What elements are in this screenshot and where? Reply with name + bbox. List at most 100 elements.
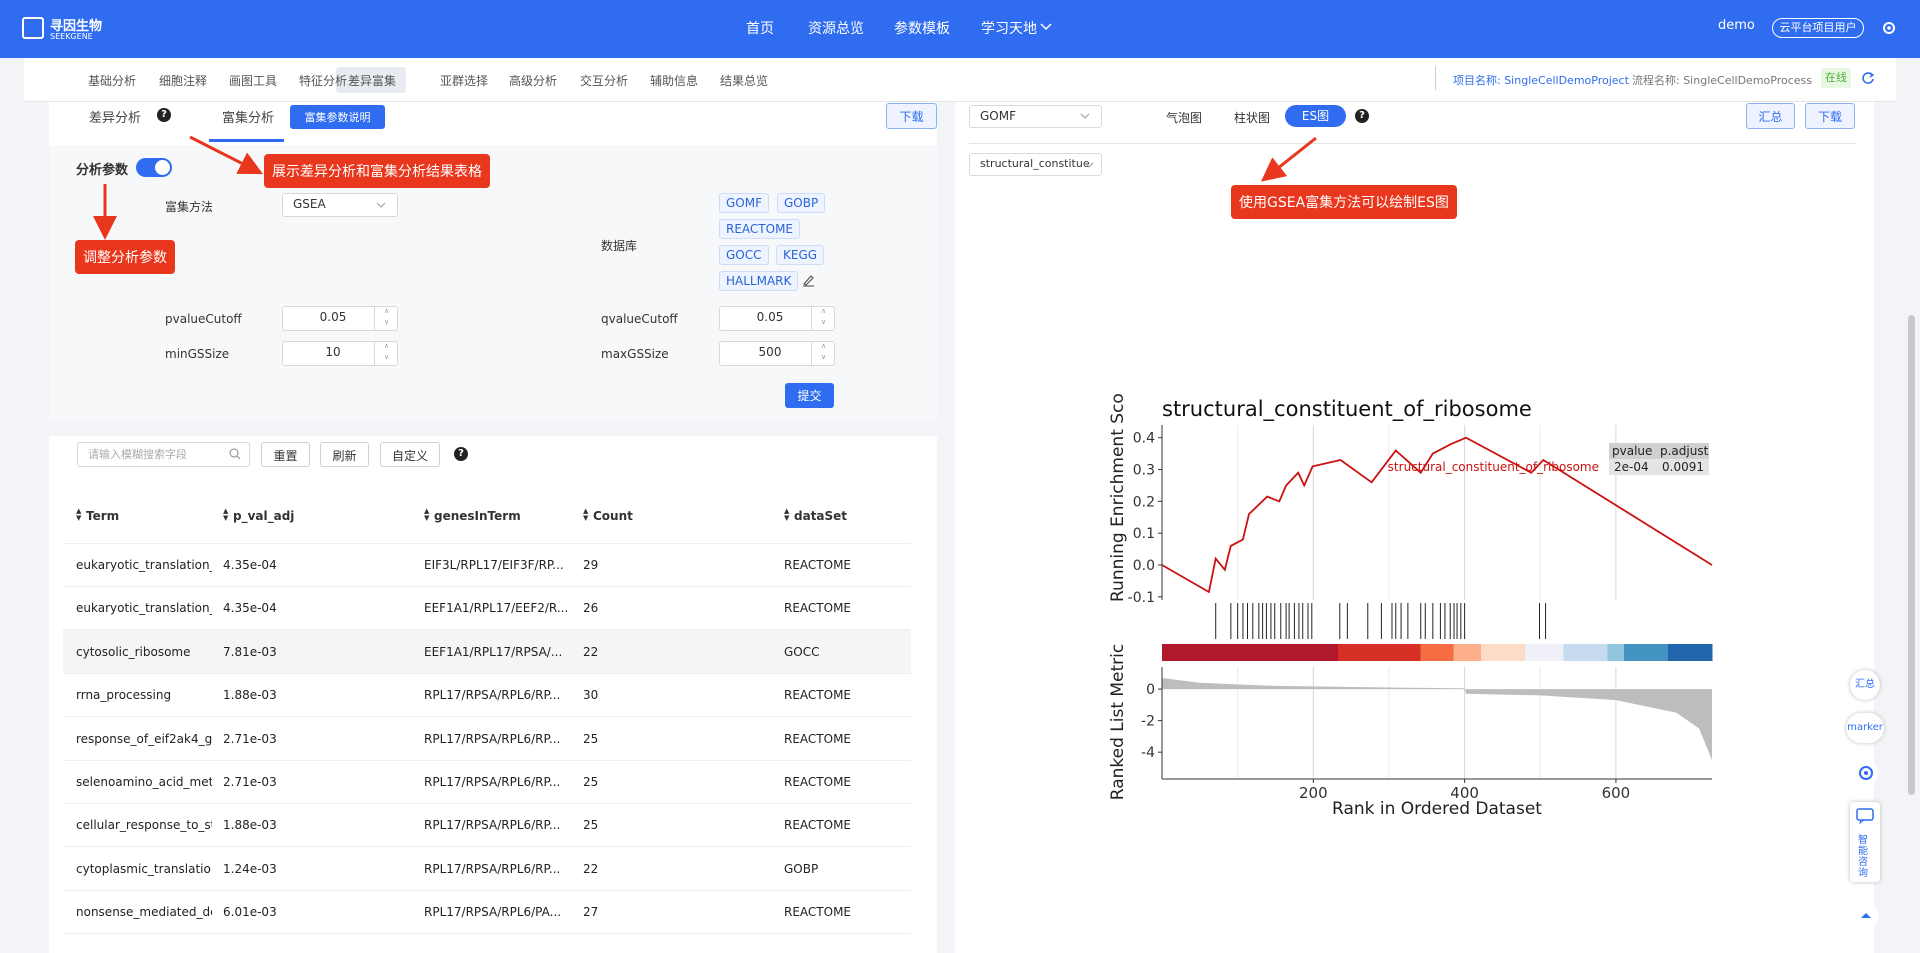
toggle[interactable] bbox=[136, 158, 172, 177]
tab[interactable]: 交互分析 bbox=[580, 74, 629, 88]
metric-band bbox=[1525, 644, 1564, 661]
table-cell: 29 bbox=[583, 558, 599, 572]
download-button[interactable]: 下载 bbox=[1805, 103, 1855, 129]
y-tick-label: 0.1 bbox=[1133, 526, 1155, 542]
table-cell: 25 bbox=[583, 731, 599, 746]
tab[interactable]: 特征分析 bbox=[299, 74, 348, 88]
side-summary[interactable]: 汇总 bbox=[1850, 670, 1880, 700]
tab[interactable]: 画图工具 bbox=[229, 74, 278, 88]
tab[interactable]: 结果总览 bbox=[720, 74, 769, 88]
spinner: ∧ ∨ bbox=[374, 306, 398, 331]
db-select[interactable]: GOMF bbox=[969, 105, 1102, 128]
side-chat-box[interactable] bbox=[1850, 802, 1880, 882]
side-settings[interactable] bbox=[1853, 760, 1879, 786]
metric-band bbox=[1668, 644, 1713, 661]
help-icon[interactable]: ? bbox=[454, 447, 468, 461]
nav-caret bbox=[1040, 23, 1052, 31]
summary-button[interactable]: 汇总 bbox=[1746, 103, 1795, 129]
nav-item[interactable]: 学习天地 bbox=[981, 21, 1037, 37]
method-select[interactable]: GSEA bbox=[282, 193, 398, 217]
table-cell: RPL17/RPSA/RPL6/RP... bbox=[424, 731, 561, 746]
user-name[interactable]: demo bbox=[1718, 18, 1755, 33]
db-tag[interactable]: REACTOME bbox=[719, 219, 801, 239]
db-tag[interactable]: GOCC bbox=[719, 245, 769, 265]
table-cell: REACTOME bbox=[784, 688, 852, 703]
column-header[interactable]: genesInTerm bbox=[434, 509, 521, 523]
help-icon[interactable]: ? bbox=[157, 108, 171, 122]
side-marker[interactable]: marker bbox=[1846, 713, 1884, 743]
table-cell: REACTOME bbox=[784, 558, 852, 572]
table-cell: 30 bbox=[583, 688, 599, 703]
settings-icon[interactable] bbox=[1881, 20, 1897, 36]
tab[interactable]: 细胞注释 bbox=[159, 74, 208, 88]
select-caret bbox=[376, 202, 386, 208]
table-cell: REACTOME bbox=[784, 601, 852, 616]
tab[interactable]: 富集分析 bbox=[222, 111, 275, 126]
back-to-top[interactable] bbox=[1852, 902, 1880, 930]
number-input[interactable]: 10 bbox=[282, 341, 398, 366]
tab[interactable]: 差异分析 bbox=[89, 111, 142, 126]
search-input[interactable]: 请输入模糊搜索字段 bbox=[77, 442, 250, 467]
select-caret bbox=[1080, 113, 1090, 119]
table-cell: REACTOME bbox=[784, 905, 852, 920]
table-cell: EEF1A1/RPL17/RPSA/... bbox=[424, 644, 563, 659]
table-cell: 6.01e-03 bbox=[223, 905, 277, 920]
column-header[interactable]: Term bbox=[86, 509, 120, 523]
table-cell: GOCC bbox=[784, 644, 820, 659]
column-header[interactable]: p_val_adj bbox=[233, 509, 295, 523]
stats-header: pvalue bbox=[1612, 444, 1652, 458]
nav-item[interactable]: 首页 bbox=[746, 21, 774, 37]
plot-type[interactable]: 气泡图 bbox=[1166, 111, 1203, 125]
db-tag[interactable]: KEGG bbox=[776, 245, 825, 265]
download-button[interactable]: 下载 bbox=[886, 103, 937, 129]
nav-item[interactable]: 资源总览 bbox=[808, 21, 864, 37]
annotation: 使用GSEA富集方法可以绘制ES图 bbox=[1231, 185, 1457, 219]
number-input[interactable]: 0.05 bbox=[719, 306, 835, 331]
nav-item[interactable]: 参数模板 bbox=[894, 21, 950, 37]
table-cell: 2.71e-03 bbox=[223, 731, 277, 746]
edit-icon[interactable] bbox=[801, 273, 815, 287]
divider bbox=[1435, 66, 1436, 90]
y-tick-label: -2 bbox=[1141, 714, 1155, 730]
y-tick-label: 0.4 bbox=[1133, 431, 1155, 447]
refresh-button[interactable]: 刷新 bbox=[320, 442, 369, 467]
y-axis-label: Running Enrichment Score bbox=[1108, 393, 1128, 602]
plot-type-active[interactable]: ES图 bbox=[1285, 105, 1346, 127]
column-header[interactable]: dataSet bbox=[794, 509, 848, 523]
param-doc-button[interactable]: 富集参数说明 bbox=[290, 105, 385, 129]
number-input[interactable]: 0.05 bbox=[282, 306, 398, 331]
table-cell: EIF3L/RPL17/EIF3F/RP... bbox=[424, 558, 564, 572]
table-cell: 27 bbox=[583, 905, 599, 920]
reset-button[interactable]: 重置 bbox=[261, 442, 310, 467]
tab[interactable]: 基础分析 bbox=[88, 74, 137, 88]
tab[interactable]: 辅助信息 bbox=[650, 74, 699, 88]
tab[interactable]: 亚群选择 bbox=[440, 74, 489, 88]
metric-band bbox=[1481, 644, 1526, 661]
number-input[interactable]: 500 bbox=[719, 341, 835, 366]
tab[interactable]: 高级分析 bbox=[509, 74, 558, 88]
es-plot: structural_constituent_of_ribosome 200 400… bbox=[1101, 393, 1722, 828]
role-badge[interactable]: 云平台项目用户 bbox=[1772, 18, 1864, 38]
custom-button[interactable]: 自定义 bbox=[380, 442, 440, 467]
refresh-icon[interactable] bbox=[1861, 71, 1875, 85]
submit-button[interactable]: 提交 bbox=[785, 383, 834, 408]
table-cell: REACTOME bbox=[784, 818, 852, 833]
logo[interactable]: 寻因生物 bbox=[50, 19, 103, 34]
row-line bbox=[63, 716, 911, 718]
table-cell: 4.35e-04 bbox=[223, 558, 277, 572]
table-cell: 7.81e-03 bbox=[223, 644, 277, 659]
tab-underline bbox=[209, 139, 284, 142]
y-tick-label: -0.1 bbox=[1128, 590, 1155, 606]
db-tag[interactable]: GOMF bbox=[719, 193, 769, 213]
db-tag[interactable]: GOBP bbox=[777, 193, 826, 213]
tab[interactable]: 差异富集 bbox=[348, 74, 397, 88]
help-icon[interactable]: ? bbox=[1355, 109, 1369, 123]
db-tag[interactable]: HALLMARK bbox=[719, 271, 799, 291]
plot-type[interactable]: 柱状图 bbox=[1234, 111, 1271, 125]
table-cell: 25 bbox=[583, 818, 599, 833]
x-tick-label: 200 bbox=[1299, 784, 1328, 802]
term-select[interactable]: structural_constitue bbox=[969, 153, 1102, 176]
column-header[interactable]: Count bbox=[593, 509, 633, 523]
side-chat[interactable]: 智能咨询 bbox=[1858, 835, 1868, 879]
